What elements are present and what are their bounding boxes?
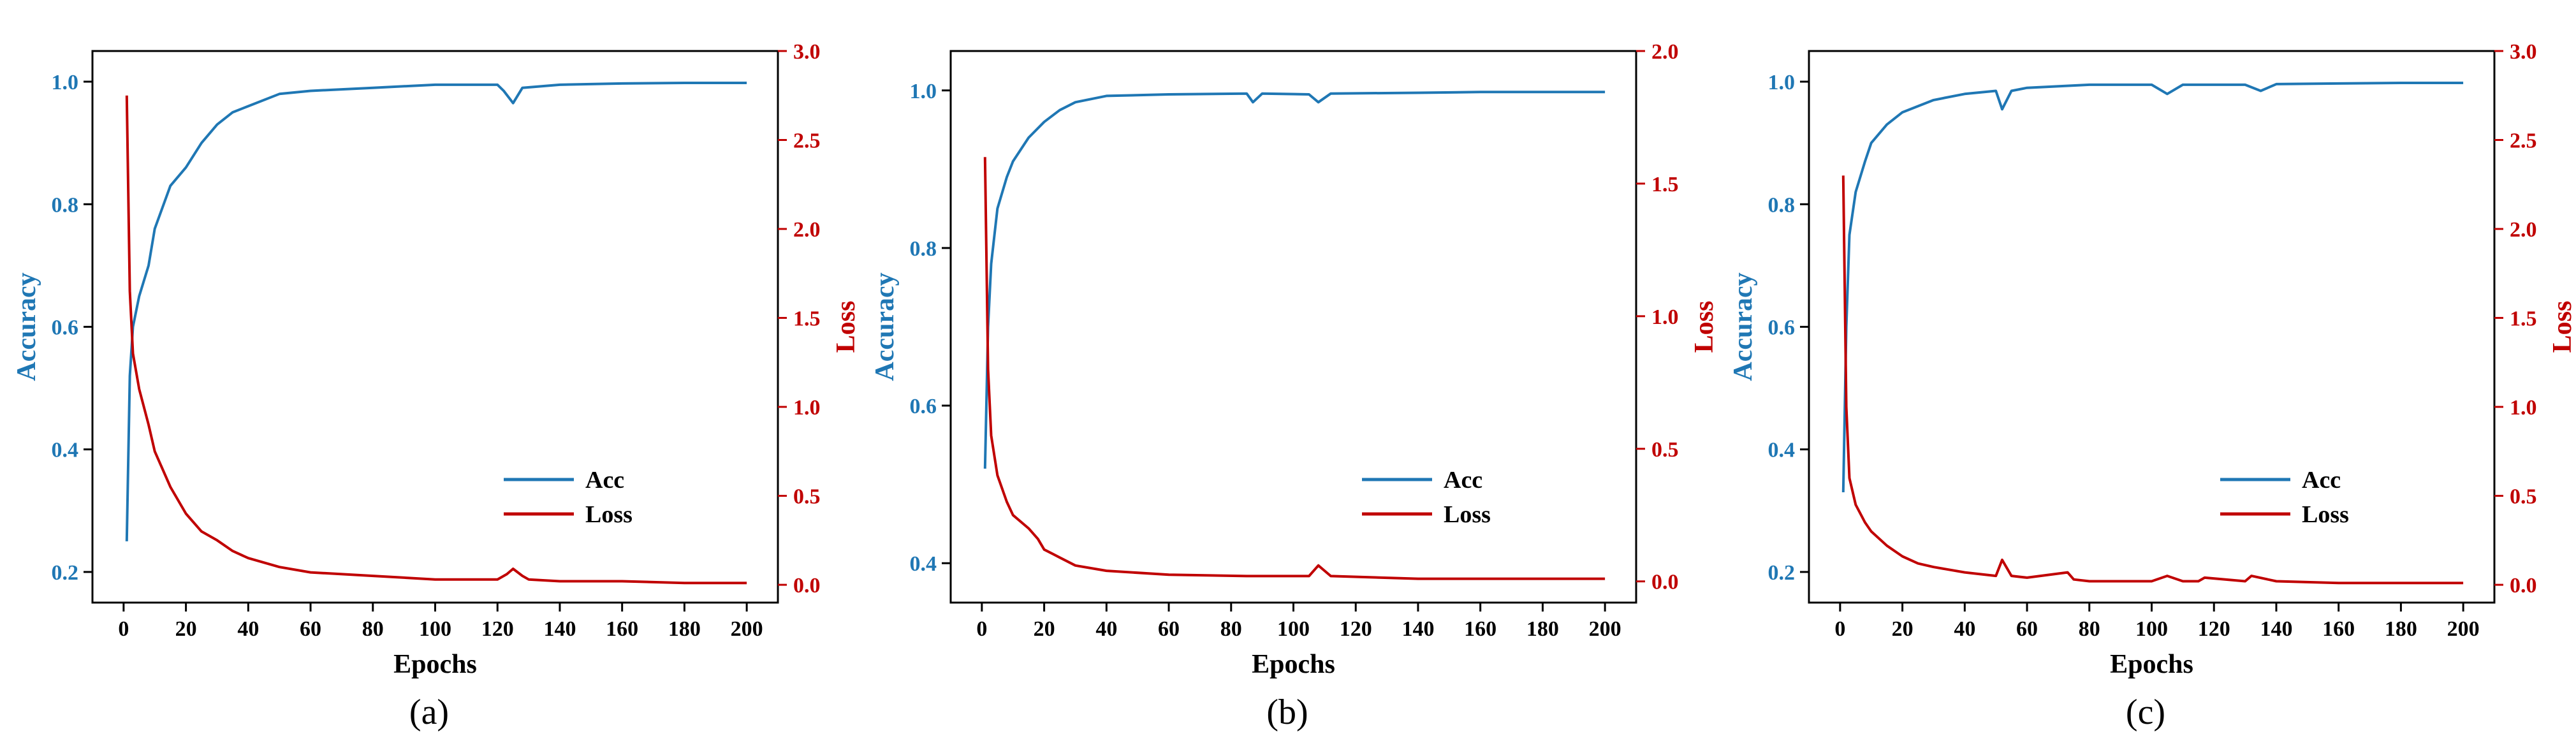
y-left-tick-label: 0.4 (910, 552, 937, 576)
y-right-tick-label: 1.5 (2510, 307, 2537, 331)
y-right-tick-label: 1.0 (793, 396, 821, 420)
y-left-tick-label: 1.0 (52, 71, 79, 94)
y-right-tick-label: 2.0 (793, 218, 821, 242)
x-tick-label: 60 (1158, 617, 1180, 641)
y-right-tick-label: 3.0 (793, 40, 821, 64)
legend-acc-label: Acc (2302, 467, 2341, 494)
x-tick-label: 120 (481, 617, 514, 641)
x-tick-label: 20 (1034, 617, 1055, 641)
x-tick-label: 180 (2385, 617, 2417, 641)
y-right-tick-label: 2.5 (793, 129, 821, 153)
series-loss-line (983, 157, 1606, 580)
legend-loss-label: Loss (585, 501, 633, 528)
y-left-tick-label: 1.0 (910, 80, 937, 103)
y-right-tick-label: 1.0 (1651, 305, 1679, 329)
y-left-tick-label: 0.8 (1768, 193, 1796, 217)
x-axis-label: Epochs (393, 650, 477, 679)
y-right-tick-label: 2.0 (1651, 40, 1679, 64)
y-right-axis-label: Loss (831, 301, 858, 353)
y-right-tick-label: 2.0 (2510, 218, 2537, 242)
x-axis-label: Epochs (1252, 650, 1335, 679)
x-tick-label: 40 (237, 617, 259, 641)
x-tick-label: 160 (1464, 617, 1497, 641)
y-left-axis-label: Accuracy (1729, 272, 1758, 381)
x-tick-label: 200 (2447, 617, 2480, 641)
y-left-tick-label: 0.4 (52, 439, 79, 462)
panel-caption-a: (a) (409, 693, 450, 732)
x-tick-label: 100 (1277, 617, 1310, 641)
panel-caption-b: (b) (1266, 693, 1308, 732)
y-right-tick-label: 0.5 (793, 485, 821, 509)
x-tick-label: 40 (1954, 617, 1975, 641)
chart-panel-b: 0 20 40 60 80 100 120 140 160 180 200 0.4 0.6 0.8 1.0 0… (858, 0, 1716, 755)
y-right-tick-label: 0.5 (2510, 485, 2537, 509)
y-right-tick-label: 0.0 (1651, 571, 1679, 594)
y-right-tick-label: 0.5 (1651, 438, 1679, 462)
legend-acc-label: Acc (585, 467, 624, 494)
x-tick-label: 140 (543, 617, 576, 641)
x-tick-label: 80 (1220, 617, 1242, 641)
plot-frame (1808, 50, 2496, 604)
y-left-tick-label: 1.0 (1768, 71, 1796, 94)
legend-acc-label: Acc (1444, 467, 1482, 494)
y-right-tick-label: 1.5 (793, 307, 821, 331)
x-tick-label: 140 (2260, 617, 2292, 641)
x-tick-label: 160 (2322, 617, 2355, 641)
y-left-tick-label: 0.6 (52, 316, 79, 340)
x-tick-label: 0 (1834, 617, 1845, 641)
legend-loss-label: Loss (1444, 501, 1491, 528)
x-tick-label: 20 (175, 617, 197, 641)
x-tick-label: 0 (976, 617, 987, 641)
x-tick-label: 60 (2016, 617, 2038, 641)
chart-panel-c: 0 20 40 60 80 100 120 140 160 180 200 0.2 0.4 0.6 0.8 1… (1716, 0, 2575, 755)
legend-loss-label: Loss (2302, 501, 2349, 528)
x-tick-label: 0 (118, 617, 129, 641)
x-tick-label: 120 (2198, 617, 2230, 641)
x-tick-label: 180 (1526, 617, 1559, 641)
plot-frame (949, 50, 1637, 604)
y-left-tick-label: 0.8 (52, 193, 79, 217)
x-tick-label: 60 (300, 617, 321, 641)
x-tick-label: 80 (2079, 617, 2100, 641)
x-tick-label: 200 (1589, 617, 1621, 641)
x-tick-label: 100 (2135, 617, 2168, 641)
y-left-tick-label: 0.8 (910, 237, 937, 261)
series-loss-line (1841, 175, 2464, 585)
y-right-tick-label: 1.5 (1651, 173, 1679, 196)
x-tick-label: 100 (419, 617, 451, 641)
chart-c: 0 20 40 60 80 100 120 140 160 180 200 0.2 0.4 0.6 0.8 1… (1729, 40, 2575, 679)
series-loss-line (125, 95, 747, 585)
chart-panel-a: 0 20 40 60 80 100 120 140 160 180 200 0.2 0.4 0.6 0.8 1… (0, 0, 858, 755)
y-left-tick-label: 0.4 (1768, 439, 1796, 462)
x-tick-label: 80 (362, 617, 384, 641)
y-right-tick-label: 1.0 (2510, 396, 2537, 420)
x-tick-label: 200 (731, 617, 763, 641)
y-right-axis-label: Loss (2548, 301, 2575, 353)
x-tick-label: 40 (1095, 617, 1117, 641)
x-tick-label: 160 (606, 617, 638, 641)
y-left-tick-label: 0.2 (1768, 561, 1796, 585)
y-right-tick-label: 3.0 (2510, 40, 2537, 64)
series-acc-line (125, 82, 747, 541)
y-left-axis-label: Accuracy (870, 272, 900, 381)
series-acc-line (983, 91, 1606, 469)
y-right-axis-label: Loss (1690, 301, 1716, 353)
y-right-tick-label: 0.0 (2510, 574, 2537, 597)
x-tick-label: 180 (668, 617, 701, 641)
y-right-tick-label: 0.0 (793, 574, 821, 597)
y-left-tick-label: 0.6 (1768, 316, 1796, 340)
x-axis-label: Epochs (2110, 650, 2193, 679)
x-tick-label: 120 (1340, 617, 1372, 641)
x-tick-label: 140 (1401, 617, 1434, 641)
y-left-axis-label: Accuracy (12, 272, 41, 381)
y-right-tick-label: 2.5 (2510, 129, 2537, 153)
x-tick-label: 20 (1892, 617, 1914, 641)
y-left-tick-label: 0.2 (52, 561, 79, 585)
chart-b: 0 20 40 60 80 100 120 140 160 180 200 0.4 0.6 0.8 1.0 0… (870, 40, 1716, 679)
series-acc-line (1841, 82, 2464, 493)
panel-caption-c: (c) (2125, 693, 2166, 732)
chart-a: 0 20 40 60 80 100 120 140 160 180 200 0.2 0.4 0.6 0.8 1… (12, 40, 858, 679)
plot-frame (91, 50, 779, 604)
y-left-tick-label: 0.6 (910, 395, 937, 418)
